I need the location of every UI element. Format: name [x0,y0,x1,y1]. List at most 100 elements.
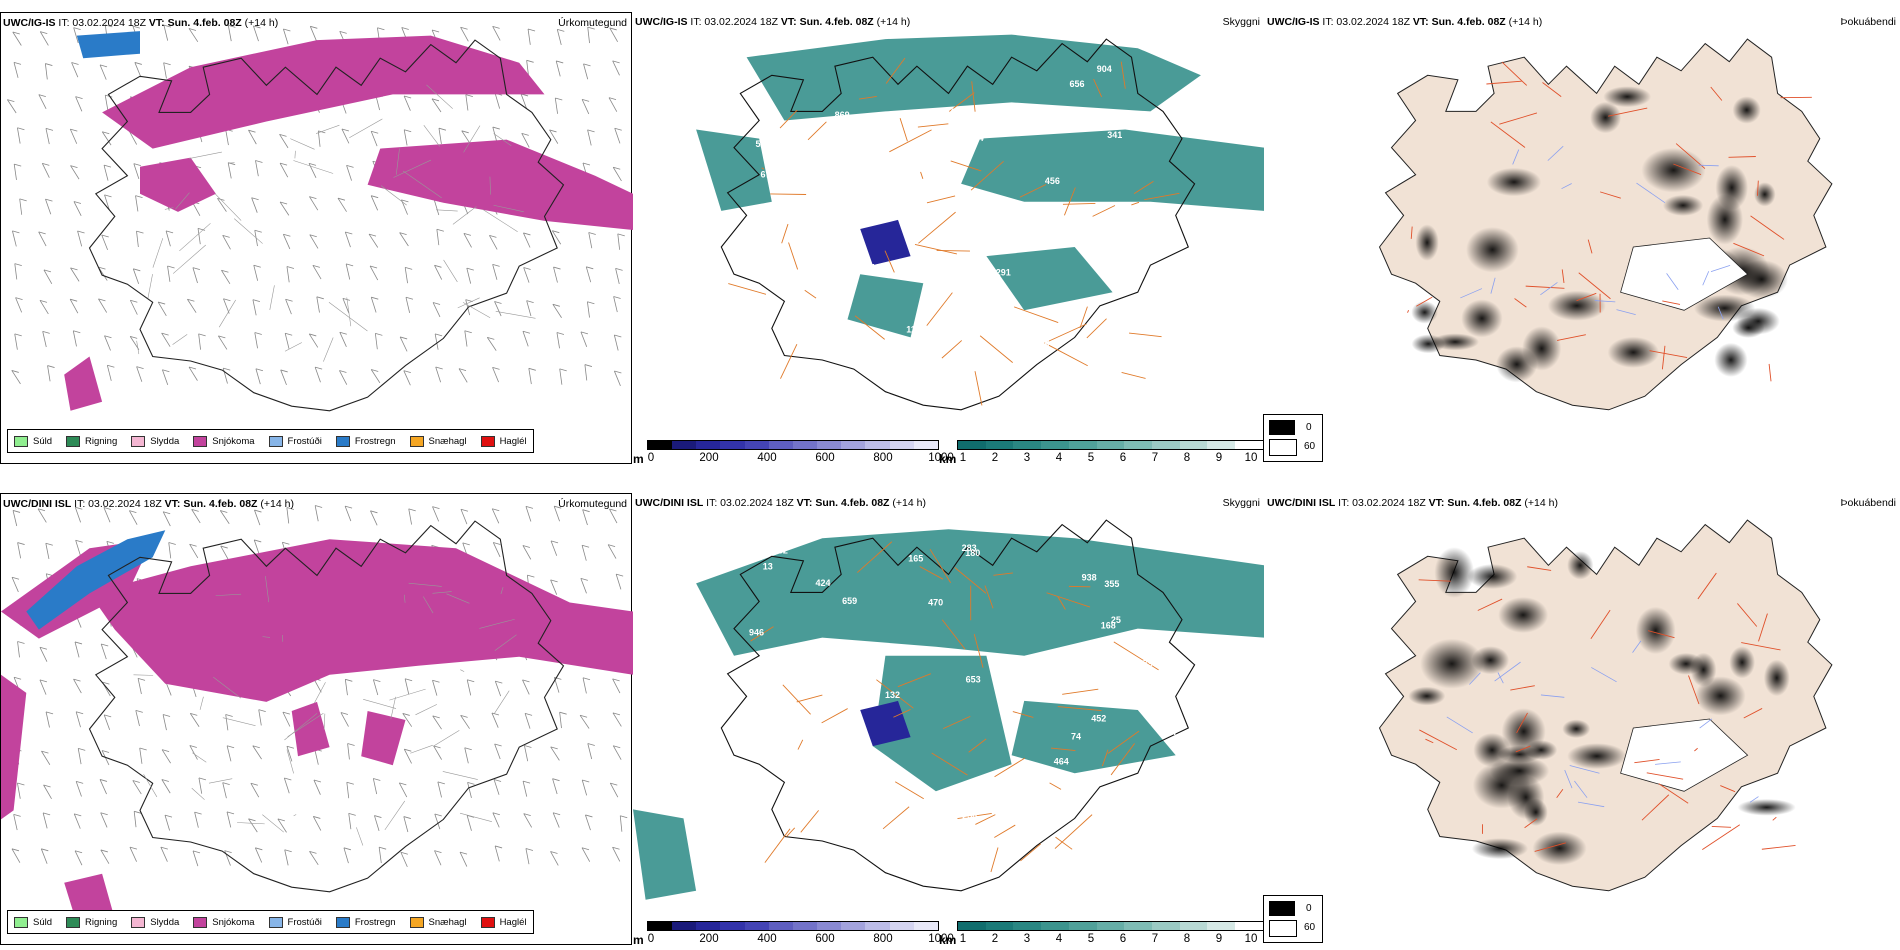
road-line [1079,306,1088,329]
precip-type-panel: UWC/DINI ISL IT: 03.02.2024 18Z VT: Sun.… [0,493,633,945]
wind-barb [309,196,319,211]
wind-barb-flag [188,28,197,31]
wind-barb-flag [437,781,445,785]
wind-barb-flag [523,813,531,816]
cloud-base-label: 656 [1069,79,1084,89]
wind-barb-flag [137,677,146,681]
wind-barb-flag [582,162,591,166]
wind-barb-flag [163,511,171,515]
road-line [1673,163,1702,175]
road-line [1477,598,1503,611]
road-line [948,92,975,113]
wind-barb [136,366,143,382]
wind-barb [523,232,531,248]
wind-barb-flag [254,229,262,233]
road-line [1728,156,1756,158]
wind-barb-flag [464,747,472,751]
wind-barb-flag [339,370,347,373]
precip-type-legend: Súld Rigning Slydda Snjókoma Frostúði Frostre… [7,429,534,453]
wind-barb [522,545,532,560]
wind-barb [370,369,381,384]
wind-barb [70,165,80,180]
wind-barb-flag [466,267,474,271]
wind-barb-flag [612,60,620,64]
river-line [1591,667,1617,683]
init-time: IT: 03.02.2024 18Z [706,497,794,509]
cloud-base-label: 1062 [875,177,895,187]
legend-item: Snjókoma [193,916,255,928]
road-line [957,813,992,819]
road-line [384,800,406,831]
wind-barb [17,782,21,799]
wind-barb-flag [559,368,567,372]
road-line [479,618,515,629]
road-line [1527,566,1552,571]
wind-barb-flag [39,646,48,650]
wind-barb-flag [524,745,532,748]
wind-barb-flag [493,779,502,782]
wind-barb [582,677,587,694]
wind-barb-flag [279,162,288,166]
wind-barb-flag [403,370,411,374]
wind-barb-flag [70,298,78,302]
wind-barb [348,813,352,830]
ceiling-unit: m [633,933,644,947]
fog-patch [1471,838,1529,860]
road-line [199,696,204,710]
river-line [1460,288,1483,299]
wind-barb-flag [258,709,266,713]
wind-barb [587,301,590,318]
road-line [1425,738,1434,744]
snow-area [1,674,27,820]
colorbar-segment [865,922,890,930]
road-line [1514,298,1527,308]
wind-barb-flag [375,332,383,336]
wind-barb [77,748,82,765]
wind-barb-flag [37,508,46,512]
road-line [950,160,982,172]
colorbar-segment [792,922,818,930]
wind-barb [250,783,260,798]
wind-barb [550,540,558,556]
cloud-base-label: 648 [898,197,913,207]
colorbar-segment [913,922,938,930]
visibility-map: 672 430 115 341 999988 291 770 1062 765 991 904 961… [696,34,1264,411]
colorbar-segment [696,441,721,449]
road-line [889,129,932,153]
road-line [1757,180,1759,196]
fog-patch [1567,551,1594,580]
cloud-base-label: 165 [908,553,923,563]
ceiling-tick: 800 [873,933,893,945]
road-line [1758,613,1768,642]
freezing-rain-area [76,31,140,59]
wind-barb-flag [459,851,468,855]
legend-swatch [131,916,146,928]
wind-barb-flag [431,29,440,33]
legend-swatch [193,916,208,928]
wind-barb-flag [552,303,560,307]
wind-barb-flag [404,748,412,752]
wind-barb [188,366,198,381]
wind-barb-flag [346,263,354,267]
wind-barb [163,24,169,41]
fog-min-label: 60 [1304,922,1316,933]
wind-barb [432,506,440,522]
wind-barb [282,234,291,250]
wind-barb-flag [45,711,54,715]
road-line [262,814,284,833]
snow-area [367,139,633,230]
wind-barb [70,267,80,282]
wind-barb [99,64,107,80]
fog-patch [1498,596,1549,634]
cloud-base-label: 628 [843,241,858,251]
wind-barb [526,60,529,77]
wind-barb-flag [495,845,503,849]
wind-barb [368,233,379,248]
wind-barb-flag [526,59,534,63]
road-line [761,167,765,170]
wind-barb [13,814,18,831]
wind-barb-flag [344,505,353,509]
road-line [493,133,512,146]
wind-barb [369,265,379,281]
road-line [410,744,433,754]
